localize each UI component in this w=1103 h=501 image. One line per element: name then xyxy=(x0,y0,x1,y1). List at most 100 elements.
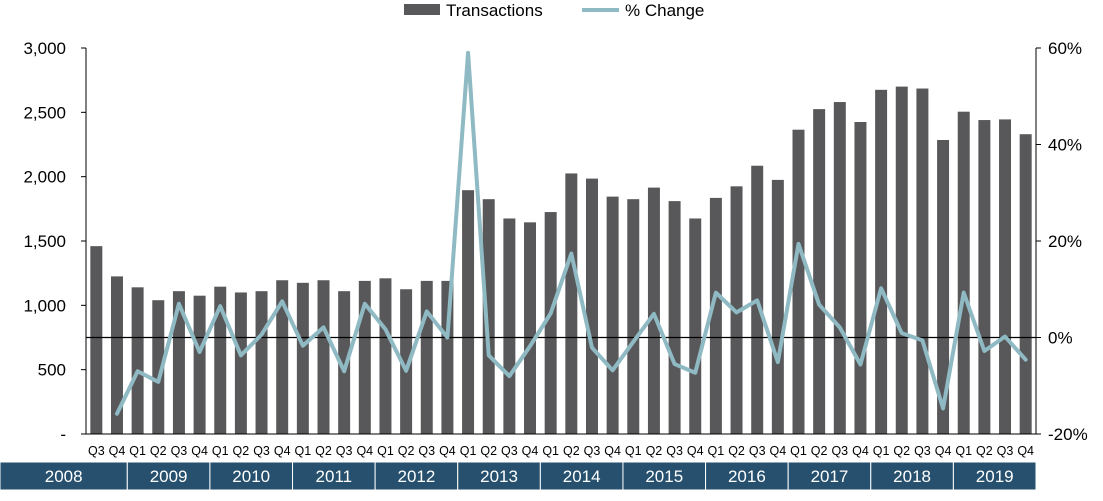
transactions-bar xyxy=(793,130,805,434)
transactions-bar xyxy=(834,102,846,434)
transactions-bar xyxy=(132,287,144,434)
transactions-bar xyxy=(896,87,908,434)
quarter-label: Q3 xyxy=(171,444,188,458)
quarter-label: Q2 xyxy=(976,444,993,458)
year-label: 2008 xyxy=(45,467,83,486)
legend-label: % Change xyxy=(625,1,704,20)
transactions-bar xyxy=(462,190,474,434)
year-label: 2017 xyxy=(811,467,849,486)
quarter-label: Q2 xyxy=(233,444,250,458)
quarter-label: Q3 xyxy=(501,444,518,458)
quarter-label: Q2 xyxy=(315,444,332,458)
transactions-bar xyxy=(854,122,866,434)
transactions-bar xyxy=(586,179,598,434)
quarter-label: Q4 xyxy=(852,444,869,458)
year-label: 2014 xyxy=(563,467,601,486)
left-axis-tick-label: 500 xyxy=(38,361,66,380)
transactions-bar xyxy=(607,197,619,434)
transactions-bar xyxy=(648,188,660,434)
transactions-bars xyxy=(90,87,1031,434)
year-label: 2013 xyxy=(480,467,518,486)
transactions-bar xyxy=(875,90,887,434)
transactions-bar xyxy=(90,246,102,434)
transactions-bar xyxy=(421,281,433,434)
transactions-bar xyxy=(669,201,681,434)
year-label: 2011 xyxy=(316,467,353,486)
quarter-label: Q4 xyxy=(109,444,126,458)
transactions-bar xyxy=(772,180,784,434)
transactions-bar xyxy=(958,112,970,434)
left-axis-tick-label: - xyxy=(60,425,66,444)
transactions-bar xyxy=(318,280,330,434)
transactions-bar xyxy=(999,119,1011,434)
quarter-label: Q4 xyxy=(274,444,291,458)
year-label: 2016 xyxy=(728,467,766,486)
quarter-label: Q1 xyxy=(212,444,229,458)
transactions-bar xyxy=(916,89,928,434)
year-label: 2009 xyxy=(150,467,188,486)
quarter-label: Q1 xyxy=(295,444,312,458)
left-axis-tick-label: 1,500 xyxy=(23,232,66,251)
right-axis-tick-label: 60% xyxy=(1048,39,1082,58)
quarter-label: Q3 xyxy=(88,444,105,458)
right-axis-tick-label: -20% xyxy=(1048,425,1088,444)
quarter-label: Q2 xyxy=(728,444,745,458)
transactions-bar xyxy=(813,109,825,434)
quarter-label: Q3 xyxy=(418,444,435,458)
quarter-label: Q1 xyxy=(708,444,725,458)
transactions-bar xyxy=(256,291,268,434)
quarter-label: Q4 xyxy=(439,444,456,458)
quarter-label: Q3 xyxy=(831,444,848,458)
quarter-label: Q3 xyxy=(997,444,1014,458)
transactions-bar xyxy=(524,222,536,434)
transactions-bar xyxy=(194,296,206,434)
quarter-label: Q4 xyxy=(935,444,952,458)
transactions-bar xyxy=(565,173,577,434)
quarter-label: Q4 xyxy=(687,444,704,458)
transactions-bar xyxy=(627,199,639,434)
quarter-label: Q4 xyxy=(1017,444,1034,458)
quarter-label: Q4 xyxy=(522,444,539,458)
quarter-label: Q2 xyxy=(480,444,497,458)
left-axis-tick-label: 3,000 xyxy=(23,39,66,58)
year-label: 2012 xyxy=(398,467,436,486)
year-label: 2018 xyxy=(893,467,931,486)
transactions-bar xyxy=(978,120,990,434)
quarter-label: Q1 xyxy=(460,444,477,458)
quarter-label: Q3 xyxy=(749,444,766,458)
quarter-label: Q3 xyxy=(584,444,601,458)
right-axis-tick-label: 0% xyxy=(1048,329,1073,348)
quarter-label: Q1 xyxy=(873,444,890,458)
left-axis-tick-label: 1,000 xyxy=(23,296,66,315)
left-axis-tick-label: 2,000 xyxy=(23,168,66,187)
quarter-label: Q3 xyxy=(253,444,270,458)
quarter-label: Q1 xyxy=(790,444,807,458)
legend-bar-swatch xyxy=(404,4,440,15)
transactions-bar xyxy=(1020,134,1032,434)
left-axis-tick-label: 2,500 xyxy=(23,103,66,122)
quarter-label: Q1 xyxy=(377,444,394,458)
transactions-bar xyxy=(235,292,247,434)
quarter-label: Q2 xyxy=(398,444,415,458)
transactions-bar xyxy=(379,278,391,434)
right-axis-tick-label: 20% xyxy=(1048,232,1082,251)
transactions-bar xyxy=(689,218,701,434)
quarter-label: Q4 xyxy=(191,444,208,458)
quarter-label: Q2 xyxy=(563,444,580,458)
quarter-label: Q1 xyxy=(625,444,642,458)
transactions-bar xyxy=(297,283,309,434)
right-axis-tick-label: 40% xyxy=(1048,136,1082,155)
legend: Transactions % Change xyxy=(404,1,704,20)
quarter-label: Q4 xyxy=(604,444,621,458)
quarter-label: Q1 xyxy=(542,444,559,458)
quarter-label: Q1 xyxy=(955,444,972,458)
legend-label: Transactions xyxy=(446,1,543,20)
quarter-label: Q2 xyxy=(893,444,910,458)
quarter-label: Q3 xyxy=(914,444,931,458)
transactions-bar xyxy=(503,218,515,434)
quarter-label: Q2 xyxy=(811,444,828,458)
